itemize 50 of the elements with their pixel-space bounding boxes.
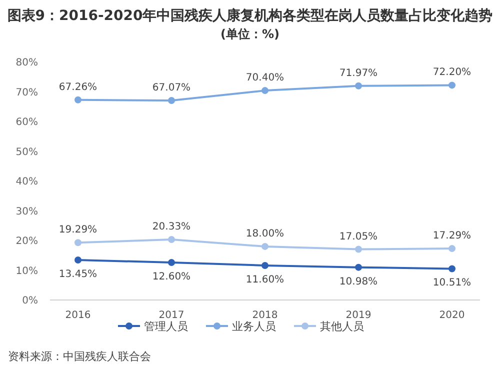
chart-subtitle: (单位：%): [220, 27, 280, 41]
y-tick-label: 30%: [16, 206, 38, 218]
point: [74, 96, 82, 104]
x-tick-label: 2017: [158, 310, 184, 321]
data-label: 18.00%: [246, 228, 284, 240]
legend-label: 业务人员: [232, 320, 276, 333]
x-tick-label: 2020: [439, 310, 465, 321]
data-label: 17.05%: [339, 231, 378, 242]
data-label: 17.29%: [432, 230, 472, 242]
data-label: 71.97%: [339, 68, 378, 79]
y-tick-label: 20%: [16, 236, 38, 247]
y-tick-label: 0%: [22, 296, 38, 306]
data-label: 11.60%: [246, 274, 284, 286]
point: [355, 264, 362, 271]
point: [168, 236, 175, 244]
legend-label: 管理人员: [144, 320, 188, 333]
point: [262, 262, 268, 269]
data-label: 72.20%: [432, 67, 472, 78]
point: [168, 259, 175, 266]
data-label: 12.60%: [152, 272, 191, 283]
point: [262, 242, 268, 250]
text: 资料来源：中国残疾人联合会: [8, 350, 151, 363]
data-label: 67.07%: [152, 82, 191, 94]
legend-label: 其他人员: [320, 320, 364, 333]
point: [355, 246, 362, 253]
y-tick-label: 10%: [16, 266, 38, 277]
data-label: 13.45%: [58, 268, 98, 280]
data-label: 10.98%: [339, 276, 378, 288]
data-label: 70.40%: [246, 72, 284, 84]
point: [168, 96, 175, 104]
y-tick-label: 70%: [16, 87, 38, 98]
x-tick-label: 2016: [65, 310, 91, 321]
data-label: 20.33%: [152, 222, 191, 233]
point: [448, 245, 456, 252]
y-tick-label: 80%: [16, 58, 38, 68]
x-tick-label: 2018: [252, 310, 278, 321]
point: [262, 87, 268, 94]
point: [448, 82, 456, 89]
point: [74, 256, 82, 264]
chart-title: 图表9：2016-2020年中国残疾人康复机构各类型在岗人员数量占比变化趋势: [7, 7, 493, 24]
data-label: 67.26%: [58, 82, 98, 93]
x-tick-label: 2019: [346, 310, 372, 321]
y-tick-label: 60%: [16, 117, 38, 128]
data-label: 10.51%: [432, 278, 472, 289]
point: [355, 82, 362, 90]
data-label: 19.29%: [58, 224, 98, 236]
y-tick-label: 40%: [16, 176, 38, 188]
point: [74, 239, 82, 246]
point: [448, 265, 456, 272]
y-tick-label: 50%: [16, 146, 38, 158]
